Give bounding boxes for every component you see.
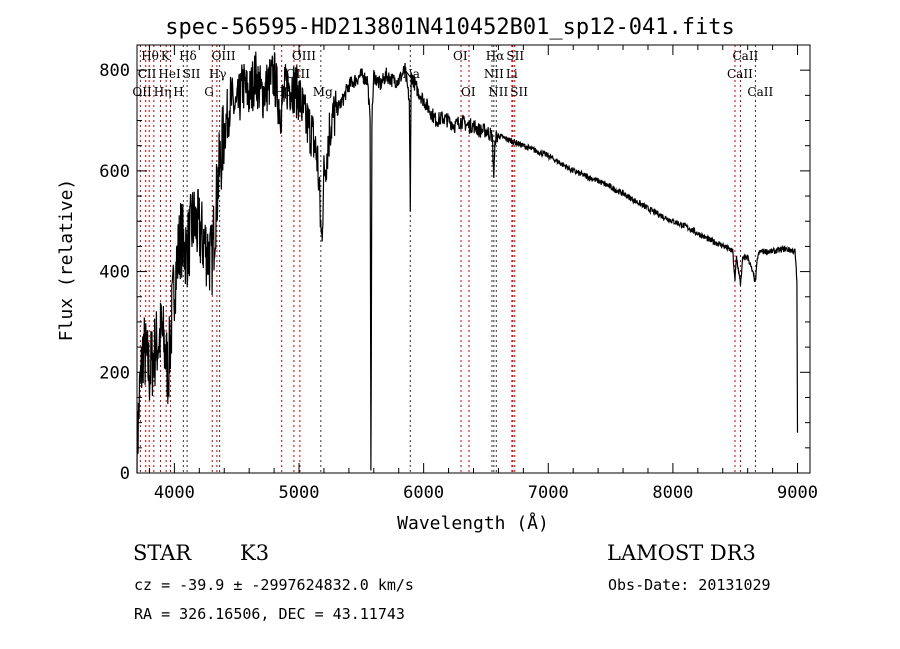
line-label: Hθ [141, 49, 159, 63]
line-label: Hδ [179, 49, 197, 63]
plot-frame [136, 44, 811, 474]
line-label: OI [453, 49, 468, 63]
line-label: OIII [286, 67, 310, 81]
chart-title: spec-56595-HD213801N410452B01_sp12-041.f… [165, 15, 735, 40]
line-label: Mg [313, 85, 333, 99]
x-axis-label: Wavelength (Å) [397, 512, 549, 534]
spectrum-series [136, 51, 799, 474]
line-label: OI [461, 85, 476, 99]
line-label: SII [510, 85, 528, 99]
line-label: G [204, 85, 214, 99]
x-tick-label: 5000 [279, 483, 320, 503]
y-tick-label: 800 [99, 61, 130, 81]
object-subclass: K3 [240, 541, 269, 565]
line-label: NII [484, 67, 504, 81]
object-class: STAR [133, 541, 192, 565]
y-tick-label: 600 [99, 162, 130, 182]
spectral-line-markers: OIICIIHθHηHeIKHSIIHδGHγOIIIHβOIIIOIIIMgN… [132, 45, 773, 473]
y-tick-label: 400 [99, 263, 130, 283]
line-label: K [161, 49, 171, 63]
line-label: Hα [486, 49, 505, 63]
y-tick-label: 200 [99, 363, 130, 383]
observation-date: Obs-Date: 20131029 [608, 576, 771, 594]
redshift-info: cz = -39.9 ± -2997624832.0 km/s [134, 576, 414, 594]
line-label: CaII [727, 67, 753, 81]
x-tick-label: 8000 [652, 483, 693, 503]
line-label: HeI [158, 67, 181, 81]
spectrum-line [136, 51, 799, 474]
axes: 4000 5000 6000 7000 8000 9000 0 200 400 600 800 [99, 44, 818, 503]
line-label: OIII [212, 49, 236, 63]
line-label: OIII [292, 49, 316, 63]
line-label: H [173, 85, 183, 99]
x-tick-label: 6000 [403, 483, 444, 503]
line-label: SII [183, 67, 201, 81]
line-label: CaII [733, 49, 759, 63]
line-label: Hη [154, 85, 172, 99]
line-label: Hγ [209, 67, 227, 81]
y-axis-label: Flux (relative) [56, 179, 77, 342]
x-tick-label: 4000 [154, 483, 195, 503]
y-tick-label: 0 [120, 464, 130, 484]
line-label: SII [506, 49, 524, 63]
x-tick-label: 9000 [777, 483, 818, 503]
x-tick-label: 7000 [528, 483, 569, 503]
line-label: NII [488, 85, 508, 99]
survey-name: LAMOST DR3 [607, 541, 756, 565]
line-label: OII [132, 85, 152, 99]
line-label: CaII [747, 85, 773, 99]
line-label: Li [506, 67, 518, 81]
coordinates: RA = 326.16506, DEC = 43.11743 [134, 605, 405, 623]
line-label: CII [138, 67, 157, 81]
